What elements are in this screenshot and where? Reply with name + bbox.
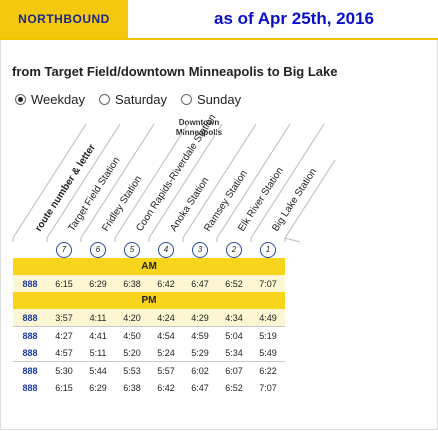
time-cell: 5:30	[47, 361, 81, 379]
time-cell: 6:42	[149, 275, 183, 292]
radio-circle-weekday[interactable]	[15, 94, 26, 105]
station-number-coon-rapids: 5	[124, 241, 140, 258]
time-cell: 4:41	[81, 326, 115, 344]
time-cell: 6:02	[183, 361, 217, 379]
time-cell: 6:52	[217, 379, 251, 396]
time-cell: 4:57	[47, 344, 81, 362]
time-cell: 5:49	[251, 344, 285, 362]
table-row: 888 4:57 5:11 5:20 5:24 5:29 5:34 5:49	[13, 344, 285, 362]
column-headers: route number & letter Target Field Stati…	[12, 112, 336, 243]
time-cell: 3:57	[47, 309, 81, 327]
route-cell[interactable]: 888	[13, 344, 47, 362]
time-cell: 6:15	[47, 379, 81, 396]
time-cell: 4:11	[81, 309, 115, 327]
radio-label-saturday: Saturday	[114, 92, 168, 107]
time-cell: 4:20	[115, 309, 149, 327]
time-cell: 7:07	[251, 275, 285, 292]
table-row: 888 6:15 6:29 6:38 6:42 6:47 6:52 7:07	[13, 379, 285, 396]
time-cell: 5:44	[81, 361, 115, 379]
route-cell[interactable]: 888	[13, 361, 47, 379]
time-cell: 6:38	[115, 379, 149, 396]
time-cell: 4:54	[149, 326, 183, 344]
am-band: AM	[13, 258, 285, 275]
as-of-date: as of Apr 25th, 2016	[214, 9, 374, 28]
radio-saturday[interactable]: Saturday	[98, 92, 168, 107]
time-cell: 6:42	[149, 379, 183, 396]
time-cell: 7:07	[251, 379, 285, 396]
radio-sunday[interactable]: Sunday	[181, 92, 241, 107]
route-cell[interactable]: 888	[13, 326, 47, 344]
day-selector: Weekday Saturday Sunday	[15, 92, 255, 107]
radio-circle-sunday[interactable]	[181, 94, 193, 105]
am-label: AM	[13, 258, 285, 275]
route-cell[interactable]: 888	[13, 275, 47, 292]
route-cell[interactable]: 888	[13, 309, 47, 327]
route-cell[interactable]: 888	[13, 379, 47, 396]
time-cell: 6:29	[81, 379, 115, 396]
station-number-row: 7 6 5 4 3 2 1	[13, 241, 285, 258]
time-cell: 5:57	[149, 361, 183, 379]
time-cell: 6:07	[217, 361, 251, 379]
time-cell: 4:27	[47, 326, 81, 344]
direction-label: Downtown Minneapolis	[175, 118, 223, 137]
table-row: 888 6:15 6:29 6:38 6:42 6:47 6:52 7:07	[13, 275, 285, 292]
time-cell: 4:59	[183, 326, 217, 344]
time-cell: 4:29	[183, 309, 217, 327]
time-cell: 5:20	[115, 344, 149, 362]
time-cell: 6:22	[251, 361, 285, 379]
time-cell: 4:24	[149, 309, 183, 327]
station-number-anoka: 4	[158, 241, 174, 258]
station-number-ramsey: 3	[192, 241, 208, 258]
radio-circle-saturday[interactable]	[98, 94, 110, 105]
station-number-blank	[13, 241, 47, 258]
header-bar: NORTHBOUND as of Apr 25th, 2016	[0, 0, 438, 40]
time-cell: 5:53	[115, 361, 149, 379]
tab-northbound[interactable]: NORTHBOUND	[0, 0, 128, 38]
time-cell: 5:29	[183, 344, 217, 362]
time-cell: 6:29	[81, 275, 115, 292]
time-cell: 6:52	[217, 275, 251, 292]
time-cell: 5:19	[251, 326, 285, 344]
table-row: 888 4:27 4:41 4:50 4:54 4:59 5:04 5:19	[13, 326, 285, 344]
pm-band: PM	[13, 292, 285, 309]
time-cell: 4:34	[217, 309, 251, 327]
station-number-big-lake: 1	[260, 241, 276, 258]
time-cell: 4:50	[115, 326, 149, 344]
station-number-elk-river: 2	[226, 241, 242, 258]
time-cell: 6:15	[47, 275, 81, 292]
pm-label: PM	[13, 292, 285, 309]
time-cell: 5:24	[149, 344, 183, 362]
radio-weekday[interactable]: Weekday	[15, 92, 85, 107]
station-number-fridley: 6	[90, 241, 106, 258]
radio-label-weekday: Weekday	[31, 92, 85, 107]
time-cell: 5:34	[217, 344, 251, 362]
table-row: 888 5:30 5:44 5:53 5:57 6:02 6:07 6:22	[13, 361, 285, 379]
station-number-target-field: 7	[56, 241, 72, 258]
radio-label-sunday: Sunday	[197, 92, 242, 107]
time-cell: 4:49	[251, 309, 285, 327]
time-cell: 5:11	[81, 344, 115, 362]
time-cell: 6:47	[183, 275, 217, 292]
table-row: 888 3:57 4:11 4:20 4:24 4:29 4:34 4:49	[13, 309, 285, 327]
time-cell: 5:04	[217, 326, 251, 344]
time-cell: 6:38	[115, 275, 149, 292]
route-subtitle: from Target Field/downtown Minneapolis t…	[12, 64, 338, 79]
schedule-table: 7 6 5 4 3 2 1 AM 888 6:15 6:29 6:38 6:42…	[13, 241, 285, 396]
time-cell: 6:47	[183, 379, 217, 396]
